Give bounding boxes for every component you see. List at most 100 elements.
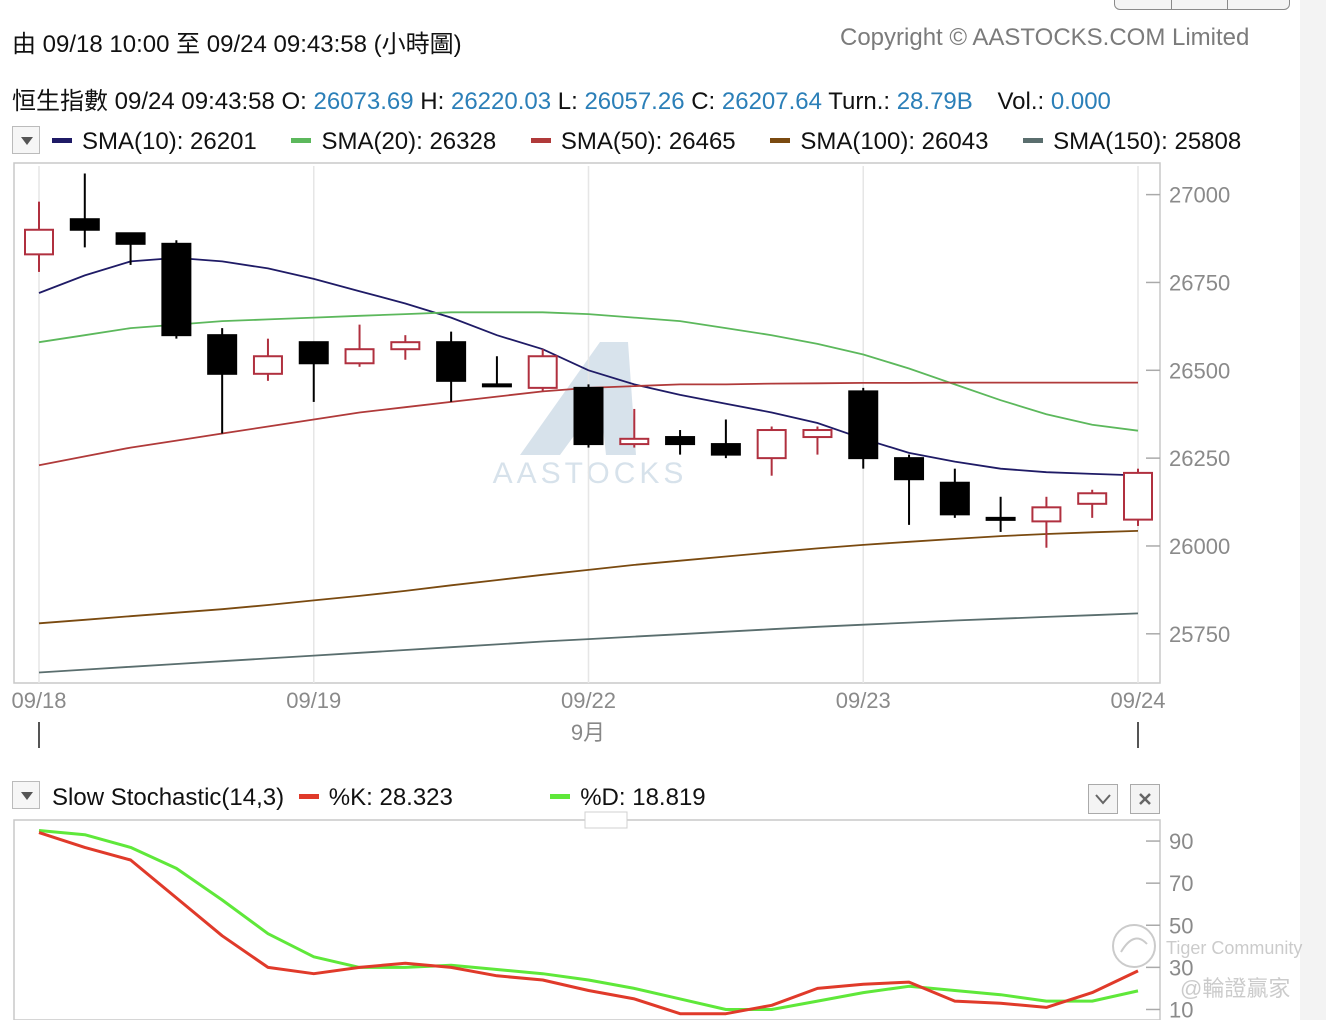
sma150-swatch [1023, 138, 1044, 144]
turnover-label: Turn.: [828, 88, 891, 115]
stoch-line-d [38, 829, 1139, 1011]
candle [1123, 468, 1153, 526]
low-value: 26057.26 [584, 88, 685, 115]
sma10-legend: SMA(10): 26201 [52, 128, 257, 156]
candle-body [710, 443, 741, 456]
stoch-y-tick-label: 10 [1169, 997, 1193, 1020]
candle [894, 454, 925, 525]
copyright-text: Copyright © AASTOCKS.COM Limited [840, 24, 1250, 51]
candle [24, 201, 54, 272]
candle-body [344, 348, 375, 365]
candle-body [1123, 471, 1153, 521]
sma10-swatch [52, 138, 72, 144]
x-tick-label: 09/23 [836, 688, 891, 713]
sma-legend: SMA(10): 26201 SMA(20): 26328 SMA(50): 2… [52, 128, 1241, 156]
sma20-swatch [291, 138, 312, 144]
candle [298, 341, 329, 402]
community-text: Tiger Community [1166, 938, 1302, 958]
tiger-logo-icon [1112, 924, 1156, 968]
candle-body [298, 341, 329, 365]
stoch-line-k [38, 831, 1139, 1016]
candle [436, 331, 467, 402]
sma50-swatch [530, 138, 551, 144]
candle-body [161, 242, 192, 337]
candle-body [436, 341, 467, 382]
sma150-legend: SMA(150): 25808 [1023, 128, 1241, 156]
candle [161, 240, 192, 339]
candle-body [69, 218, 100, 231]
candle [390, 335, 421, 360]
sma100-swatch [770, 138, 791, 144]
d-label: %D: 18.819 [580, 784, 706, 811]
candle [756, 426, 787, 476]
main-chart-dropdown[interactable] [12, 126, 40, 154]
candle-body [207, 334, 238, 375]
candle-body [1031, 506, 1062, 523]
candle-body [619, 437, 650, 446]
quote-bar: 恒生指數 09/24 09:43:58 O: 26073.69 H: 26220… [12, 81, 1111, 116]
y-tick-label: 26750 [1169, 270, 1230, 295]
handle-text: @輪證贏家 [1180, 976, 1290, 1001]
stoch-y-tick-label: 50 [1169, 913, 1193, 938]
candle [207, 328, 238, 434]
candle [252, 338, 283, 381]
stoch-y-tick-label: 30 [1169, 955, 1193, 980]
candle [573, 384, 604, 448]
candle [848, 387, 879, 469]
tiger-community-watermark: Tiger Community @輪證贏家 [1112, 924, 1302, 1001]
candle [69, 173, 100, 248]
stoch-dropdown[interactable] [12, 781, 40, 809]
sma-line-sma20 [38, 311, 1139, 432]
sma10-label: SMA(10): 26201 [82, 128, 257, 155]
open-label: O: [281, 88, 307, 115]
y-tick-label: 25750 [1169, 622, 1230, 647]
k-label: %K: 28.323 [328, 784, 453, 811]
y-tick-label: 27000 [1169, 183, 1230, 208]
candle-body [665, 436, 696, 446]
x-tick-label: 09/19 [286, 688, 341, 713]
watermark-text: AASTOCKS [493, 457, 688, 490]
d-swatch [550, 794, 571, 800]
pane-resize-handle[interactable] [584, 811, 628, 829]
sma50-label: SMA(50): 26465 [560, 128, 736, 155]
candle-body [390, 341, 421, 351]
sma150-label: SMA(150): 25808 [1053, 128, 1242, 155]
candle-body [848, 390, 879, 460]
quote-time: 09/24 09:43:58 [114, 88, 275, 115]
sma-line-sma10 [38, 256, 1139, 477]
candle [619, 408, 650, 448]
collapse-button[interactable] [1088, 784, 1118, 814]
chevron-down-icon [1095, 794, 1111, 805]
close-button[interactable] [1130, 784, 1160, 814]
candle-body [985, 516, 1016, 521]
sma-line-sma100 [38, 530, 1139, 625]
stoch-legend: Slow Stochastic(14,3) %K: 28.323 %D: 18.… [52, 784, 706, 812]
period-toggle[interactable] [1114, 0, 1290, 10]
low-label: L: [557, 88, 578, 115]
candle-body [1077, 492, 1108, 505]
candle [481, 356, 512, 388]
candle [344, 324, 375, 367]
sma20-legend: SMA(20): 26328 [291, 128, 496, 156]
close-label: C: [691, 88, 716, 115]
candle [527, 349, 558, 392]
open-value: 26073.69 [313, 88, 414, 115]
candle-body [115, 232, 146, 245]
right-scroll-strip [1300, 0, 1326, 1020]
y-tick-label: 26500 [1169, 358, 1230, 383]
close-icon [1139, 793, 1151, 805]
candle [1077, 489, 1108, 518]
candle-body [894, 457, 925, 481]
sma20-label: SMA(20): 26328 [321, 128, 497, 155]
sma100-legend: SMA(100): 26043 [770, 128, 988, 156]
candle [665, 430, 696, 455]
candle [115, 232, 146, 265]
candle-body [756, 429, 787, 460]
month-label: 9月 [571, 720, 605, 745]
candle [710, 419, 741, 459]
sma-line-sma150 [38, 612, 1139, 674]
stoch-title: Slow Stochastic(14,3) [52, 784, 285, 811]
k-swatch [298, 794, 319, 800]
candle-body [252, 355, 283, 375]
